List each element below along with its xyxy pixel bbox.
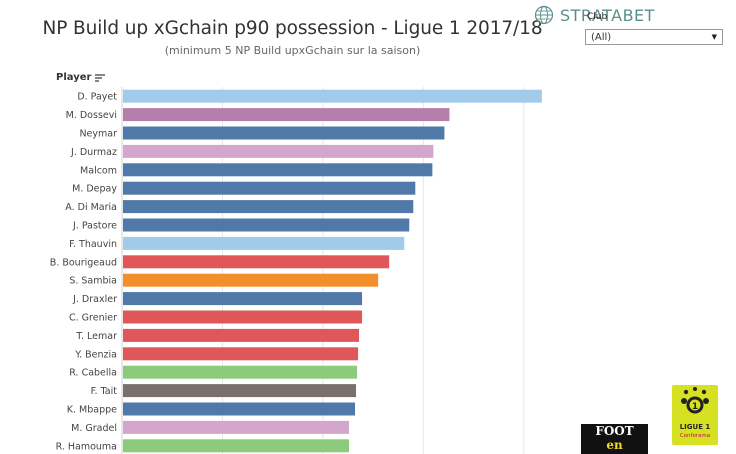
bar (123, 328, 360, 342)
player-label: T. Lemar (75, 331, 117, 342)
brand-name: STRATABET (560, 5, 655, 25)
foot-en-line1: FOOT (595, 424, 634, 438)
ligue1-sponsor-text: Conforama (680, 433, 710, 439)
player-label: R. Cabella (69, 368, 117, 379)
player-label: K. Mbappe (67, 405, 117, 416)
player-label: A. Di Maria (65, 202, 117, 213)
player-label: S. Sambia (69, 276, 117, 287)
player-label: J. Pastore (72, 221, 117, 232)
player-label: M. Dossevi (66, 110, 117, 121)
club-filter-label: Club (587, 12, 608, 22)
bar (123, 384, 357, 398)
globe-icon (534, 5, 554, 25)
bar (123, 402, 356, 416)
player-label: Y. Benzia (74, 349, 117, 360)
page-subtitle: (minimum 5 NP Build upxGchain sur la sai… (164, 44, 421, 57)
player-label: Malcom (80, 165, 117, 176)
ligue1-text: LIGUE 1 (680, 423, 711, 431)
bar (123, 310, 363, 324)
bar (123, 218, 410, 232)
ligue1-logo: 1 LIGUE 1 Conforama (672, 385, 718, 445)
foot-en-logo: FOOT en (581, 424, 648, 454)
bar (123, 126, 445, 140)
ligue1-emblem: 1 LIGUE 1 Conforama (680, 387, 711, 439)
bar (123, 347, 359, 361)
player-label: F. Tait (91, 386, 118, 397)
bar (123, 108, 450, 122)
player-label: J. Durmaz (70, 147, 117, 158)
club-filter-dropdown[interactable]: (All) ▼ (585, 29, 723, 45)
player-label: R. Hamouma (56, 441, 117, 452)
player-label: J. Draxler (72, 294, 117, 305)
player-label: D. Payet (77, 92, 117, 103)
sort-icon (95, 73, 106, 82)
bar (123, 200, 414, 214)
bar (123, 163, 433, 177)
bar (123, 292, 363, 306)
bar (123, 255, 390, 269)
bar (123, 236, 405, 250)
club-filter-value: (All) (591, 31, 612, 43)
chevron-down-icon: ▼ (711, 33, 717, 41)
bar (123, 181, 416, 195)
player-label: M. Depay (72, 184, 117, 195)
player-label: M. Gradel (71, 423, 117, 434)
bar (123, 420, 350, 434)
player-label: B. Bourigeaud (50, 257, 117, 268)
bar (123, 365, 358, 379)
bar (123, 439, 350, 453)
player-label: C. Grenier (69, 313, 117, 324)
foot-en-line2: en (606, 438, 623, 452)
player-label: F. Thauvin (69, 239, 117, 250)
player-header-label: Player (56, 72, 92, 83)
bar (123, 89, 542, 103)
page-title: NP Build up xGchain p90 possession - Lig… (42, 18, 543, 39)
bar (123, 273, 379, 287)
bar (123, 144, 434, 158)
player-column-header[interactable]: Player (56, 72, 106, 83)
svg-text:1: 1 (692, 402, 698, 412)
brand-logo: STRATABET (534, 5, 655, 25)
player-label: Neymar (79, 129, 117, 140)
